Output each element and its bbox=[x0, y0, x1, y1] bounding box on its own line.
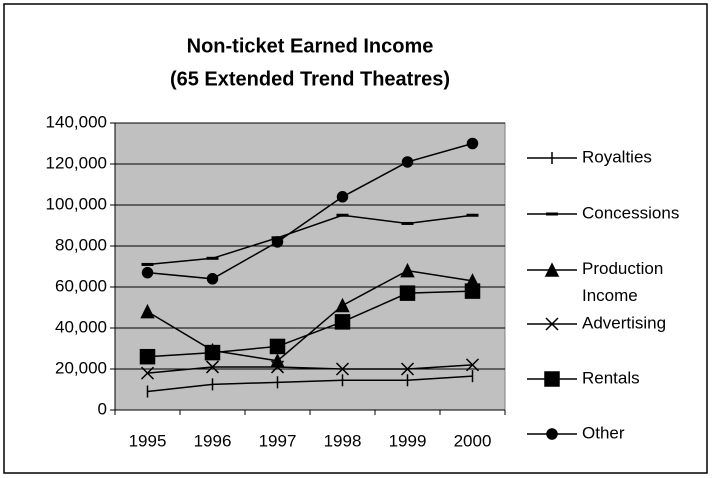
legend-label: Production Income bbox=[582, 259, 668, 305]
series-line bbox=[147, 375, 473, 393]
marker bbox=[139, 348, 156, 365]
marker bbox=[335, 362, 350, 376]
marker bbox=[546, 428, 558, 440]
series-line bbox=[147, 142, 473, 280]
series-line bbox=[147, 214, 473, 266]
marker bbox=[464, 283, 481, 299]
marker bbox=[400, 262, 415, 278]
y-tick-label: 40,000 bbox=[55, 317, 107, 336]
legend-label: Royalties bbox=[582, 147, 652, 166]
y-tick-label: 20,000 bbox=[55, 358, 107, 377]
marker bbox=[544, 371, 560, 387]
x-tick-label: 2000 bbox=[454, 431, 492, 450]
marker bbox=[271, 236, 284, 248]
marker bbox=[334, 314, 351, 330]
marker bbox=[269, 338, 286, 355]
marker bbox=[335, 297, 350, 313]
legend-label: Concessions bbox=[582, 203, 679, 222]
y-tick-label: 100,000 bbox=[46, 194, 107, 213]
plot-area bbox=[114, 122, 506, 411]
legend-label: Rentals bbox=[582, 368, 640, 387]
legend-label: Other bbox=[582, 423, 625, 442]
y-tick-label: 120,000 bbox=[46, 153, 107, 172]
y-tick-label: 80,000 bbox=[55, 235, 107, 254]
marker bbox=[401, 156, 414, 168]
series-line bbox=[147, 269, 473, 362]
marker bbox=[544, 262, 560, 277]
y-tick-label: 0 bbox=[98, 399, 107, 418]
x-tick-label: 1996 bbox=[194, 431, 232, 450]
marker bbox=[466, 137, 479, 150]
series-line bbox=[147, 364, 473, 374]
x-tick-label: 1995 bbox=[129, 431, 167, 450]
marker bbox=[545, 317, 559, 331]
marker bbox=[399, 285, 416, 301]
marker bbox=[206, 273, 219, 285]
marker bbox=[336, 191, 349, 203]
marker bbox=[270, 360, 285, 374]
legend-label: Advertising bbox=[582, 313, 666, 332]
marker bbox=[205, 360, 220, 374]
y-tick-label: 60,000 bbox=[55, 276, 107, 295]
marker bbox=[140, 303, 155, 319]
x-tick-label: 1998 bbox=[324, 431, 362, 450]
y-tick-label: 140,000 bbox=[46, 112, 107, 131]
x-tick-label: 1997 bbox=[259, 431, 297, 450]
x-tick-label: 1999 bbox=[389, 431, 427, 450]
marker bbox=[400, 362, 415, 376]
marker bbox=[140, 366, 155, 380]
series-line bbox=[147, 290, 473, 358]
marker bbox=[465, 358, 480, 372]
chart-title: Non-ticket Earned Income bbox=[187, 35, 434, 57]
marker bbox=[141, 266, 154, 279]
marker bbox=[204, 344, 221, 361]
chart-subtitle: (65 Extended Trend Theatres) bbox=[170, 68, 450, 90]
